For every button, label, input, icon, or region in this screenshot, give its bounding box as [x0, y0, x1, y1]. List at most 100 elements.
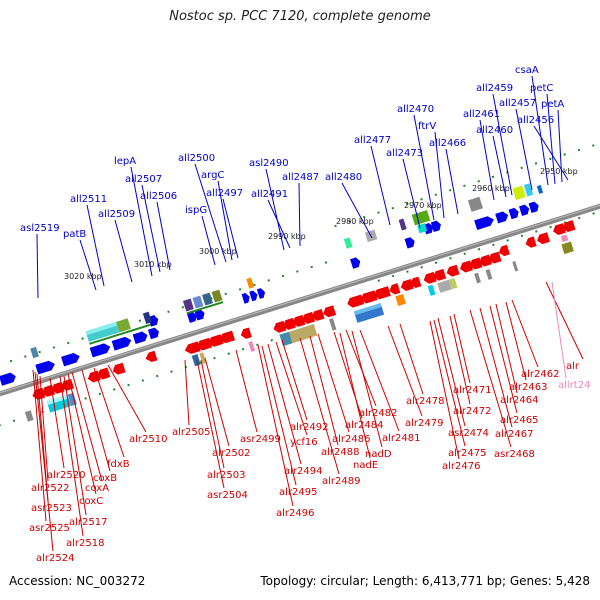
reverse-gene-label[interactable]: alr2496 [276, 508, 314, 519]
feature-block-29 [248, 341, 256, 352]
reverse-gene-leader [495, 303, 518, 394]
reverse-gene-label[interactable]: asr2504 [207, 490, 248, 501]
reverse-gene-leader [309, 335, 339, 446]
reverse-gene-leader [345, 329, 377, 407]
forward-gene-leader [370, 145, 391, 226]
reverse-gene-label[interactable]: alr2475 [448, 448, 486, 459]
reverse-gene-label[interactable]: coxA [85, 483, 109, 494]
reverse-gene-label[interactable]: nadE [353, 460, 378, 471]
rna-gene-label[interactable]: allrt24 [558, 380, 590, 391]
forward-gene-label[interactable]: csaA [515, 65, 539, 76]
forward-gene-label[interactable]: argC [201, 170, 224, 181]
reverse-gene-label[interactable]: alr2465 [500, 415, 538, 426]
forward-gene-label[interactable]: all2456 [517, 115, 554, 126]
reverse-gene-label[interactable]: alr2494 [284, 466, 322, 477]
reverse-gene-label[interactable]: alr [566, 361, 580, 372]
forward-gene-label[interactable]: all2473 [386, 148, 423, 159]
reverse-gene-label[interactable]: alr2524 [36, 553, 74, 564]
forward-gene-label[interactable]: asl2519 [20, 223, 60, 234]
reverse-gene-label[interactable]: coxC [79, 496, 103, 507]
forward-gene-label[interactable]: ispG [185, 205, 207, 216]
forward-gene-label[interactable]: petC [530, 83, 553, 94]
forward-gene-leader [531, 75, 549, 186]
reverse-gene-leader [261, 345, 297, 486]
reverse-gene-leader [505, 301, 527, 381]
reverse-gene-label[interactable]: alr2462 [521, 369, 559, 380]
reverse-gene-label[interactable]: asr2525 [29, 523, 70, 534]
reverse-arrow-7 [112, 362, 126, 375]
forward-gene-label[interactable]: all2457 [499, 98, 536, 109]
reverse-gene-label[interactable]: alr2481 [382, 433, 420, 444]
feature-block-4 [85, 321, 118, 336]
forward-gene-leader [434, 131, 445, 219]
forward-gene-label[interactable]: all2500 [178, 153, 215, 164]
forward-gene-leader [141, 184, 161, 273]
reverse-arrow-18 [311, 308, 325, 321]
forward-gene-label[interactable]: all2491 [251, 189, 288, 200]
map-title: Nostoc sp. PCC 7120, complete genome [169, 9, 431, 24]
reverse-gene-label[interactable]: coxB [93, 473, 117, 484]
reverse-arrow-16 [292, 314, 306, 327]
reverse-gene-label[interactable]: alr2482 [359, 408, 397, 419]
forward-gene-label[interactable]: petA [541, 99, 564, 110]
reverse-gene-label[interactable]: alr2488 [321, 447, 359, 458]
scale-label: 2990 kbp [268, 232, 306, 241]
reverse-gene-label[interactable]: alr2471 [453, 385, 491, 396]
forward-gene-label[interactable]: all2506 [140, 191, 177, 202]
forward-gene-label[interactable]: lepA [114, 156, 136, 167]
reverse-gene-label[interactable]: alr2522 [31, 483, 69, 494]
reverse-gene-label[interactable]: fdxB [107, 459, 130, 470]
reverse-gene-label[interactable]: asr2499 [240, 434, 281, 445]
forward-gene-label[interactable]: all2480 [325, 172, 362, 183]
forward-gene-label[interactable]: all2497 [206, 188, 243, 199]
reverse-gene-leader [317, 333, 350, 433]
reverse-gene-label[interactable]: alr2510 [129, 434, 167, 445]
scale-label: 2960 kbp [472, 184, 510, 193]
reverse-arrow-32 [488, 251, 502, 264]
forward-gene-label[interactable]: all2460 [476, 125, 513, 136]
reverse-gene-label[interactable]: alr2502 [212, 448, 250, 459]
forward-gene-label[interactable]: all2477 [354, 135, 391, 146]
reverse-gene-label[interactable]: alr2463 [509, 382, 547, 393]
reverse-gene-label[interactable]: alr2479 [405, 418, 443, 429]
reverse-gene-label[interactable]: alr2464 [500, 395, 538, 406]
forward-gene-label[interactable]: all2507 [125, 174, 162, 185]
reverse-gene-label[interactable]: alr2518 [66, 538, 104, 549]
forward-gene-label[interactable]: ftrV [418, 121, 436, 132]
forward-gene-label[interactable]: all2511 [70, 194, 107, 205]
reverse-gene-label[interactable]: alr2505 [172, 427, 210, 438]
reverse-gene-label[interactable]: asr2468 [494, 449, 535, 460]
forward-gene-label[interactable]: all2470 [397, 104, 434, 115]
reverse-gene-label[interactable]: alr2467 [495, 429, 533, 440]
upper-track-gap-left [327, 252, 334, 274]
reverse-gene-label[interactable]: alr2489 [322, 476, 360, 487]
forward-gene-label[interactable]: all2466 [429, 138, 466, 149]
reverse-gene-label[interactable]: alr2472 [453, 406, 491, 417]
reverse-gene-label[interactable]: alr2478 [406, 396, 444, 407]
reverse-gene-label[interactable]: asr2474 [448, 428, 489, 439]
reverse-gene-label[interactable]: alr2476 [442, 461, 480, 472]
forward-gene-label[interactable]: all2459 [476, 83, 513, 94]
forward-gene-label[interactable]: all2509 [98, 209, 135, 220]
forward-gene-label[interactable]: asl2490 [249, 158, 289, 169]
reverse-arrow-13 [240, 327, 252, 339]
scale-label: 3010 kbp [134, 260, 172, 269]
reverse-gene-label[interactable]: nadD [365, 449, 392, 460]
forward-gene-label[interactable]: all2487 [282, 172, 319, 183]
forward-arrow-20 [508, 207, 519, 220]
reverse-gene-label[interactable]: alr2486 [332, 434, 370, 445]
reverse-gene-leader [204, 357, 230, 447]
forward-gene-leader [515, 108, 533, 191]
reverse-gene-label[interactable]: alr2520 [47, 470, 85, 481]
reverse-gene-leader [449, 315, 471, 405]
reverse-gene-label[interactable]: alr2503 [207, 470, 245, 481]
reverse-gene-label[interactable]: ycf16 [290, 437, 318, 448]
forward-gene-label[interactable]: all2461 [463, 109, 500, 120]
forward-gene-leader [479, 119, 495, 201]
forward-gene-label[interactable]: patB [63, 229, 86, 240]
reverse-gene-label[interactable]: asr2523 [31, 503, 72, 514]
reverse-gene-label[interactable]: alr2495 [279, 487, 317, 498]
reverse-gene-label[interactable]: alr2517 [69, 517, 107, 528]
reverse-gene-label[interactable]: alr2484 [345, 420, 383, 431]
reverse-gene-label[interactable]: alr2492 [290, 422, 328, 433]
